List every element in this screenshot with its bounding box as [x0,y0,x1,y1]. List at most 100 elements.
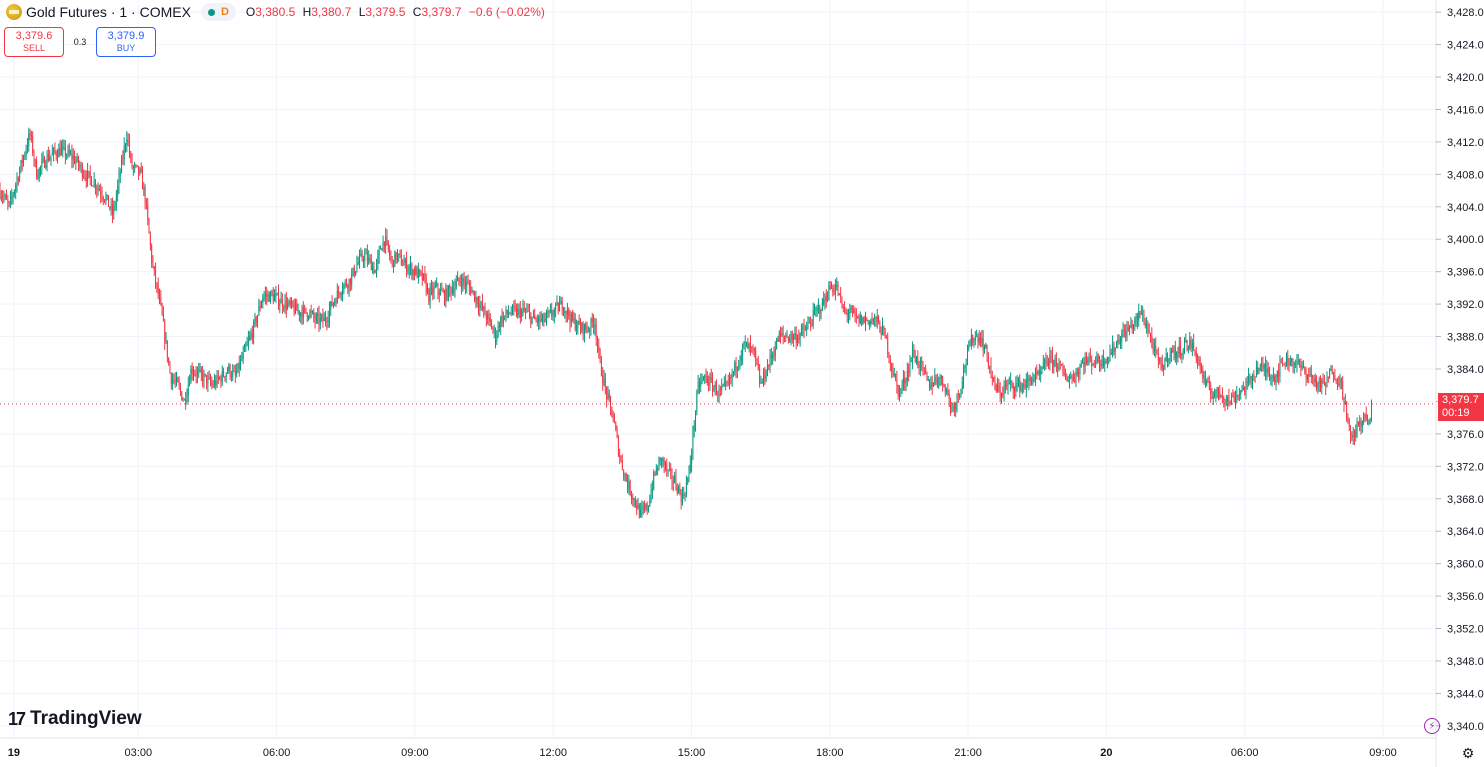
candle-body [450,288,452,294]
candle [125,142,127,153]
candle [565,310,567,323]
candle [334,298,336,307]
candle [735,356,737,379]
candle [41,152,43,175]
price-tick-label: 3,428.0 [1447,7,1484,19]
candle-body [778,332,780,343]
candle-body [279,303,281,306]
sell-price: 3,379.6 [15,30,53,42]
candle [827,291,829,303]
candle [182,397,184,402]
candle-body [1156,349,1158,355]
candle [1165,347,1167,362]
candle [313,308,315,323]
price-tick-label: 3,416.0 [1447,104,1484,116]
candle-body [159,295,160,298]
candle-body [318,314,320,324]
tradingview-watermark[interactable]: 17 TradingView [8,708,142,730]
candle [1014,386,1016,400]
candle [480,300,482,311]
candle [211,376,213,390]
candle [961,376,963,395]
candle-body [1231,394,1233,404]
candle-body [867,320,869,322]
candle-body [287,303,289,309]
candle [410,255,412,276]
time-tick-label: 06:00 [263,747,291,759]
candle-body [429,288,431,302]
candle-body [242,351,244,359]
buy-button[interactable]: 3,379.9 BUY [96,27,156,57]
candle [260,300,262,309]
ohlc-legend: O3,380.5 H3,380.7 L3,379.5 C3,379.7 −0.6… [246,5,549,19]
candle [497,320,499,339]
candle-body [232,371,234,377]
candle-body [305,307,307,313]
candle [360,247,362,257]
candle [593,314,595,335]
candle [470,280,472,296]
candle-body [160,297,162,305]
candle [629,479,631,497]
candle-body [985,344,987,348]
candle-body [1169,354,1171,359]
candle-body [544,318,546,322]
candle [131,153,133,170]
candle [930,376,932,391]
candle-body [757,363,759,370]
candle [420,270,422,277]
candle [1208,375,1210,391]
candle-body [247,339,249,343]
candle-body [685,482,687,495]
candle [863,315,865,324]
candle [314,312,316,329]
candle-body [1211,394,1213,399]
price-tick-label: 3,384.0 [1447,364,1484,376]
symbol-title[interactable]: Gold Futures · 1 · COMEX [26,4,191,20]
candle [986,344,988,363]
candle-body [212,384,214,386]
candle-body [41,160,43,167]
candle [408,263,410,279]
candle-body [143,187,145,190]
candle [778,330,780,343]
candle [1088,352,1090,366]
candle [207,371,209,392]
candle-body [466,282,468,287]
candle-body [1361,420,1363,427]
candle [777,335,779,343]
candle-body [951,407,953,409]
candle-body [1044,359,1046,364]
candle-body [1357,421,1359,425]
candle-body [904,378,906,384]
gear-icon[interactable]: ⚙ [1461,745,1475,761]
candle [1152,338,1154,355]
candle [630,490,632,505]
candle-body [738,364,740,367]
candle-body [721,386,723,390]
candle [819,304,821,322]
candle [339,292,341,299]
candle [1284,361,1286,370]
candle [340,291,342,301]
candle [960,388,962,398]
candle [1054,354,1056,368]
candle [797,334,799,347]
candle-body [730,376,732,379]
candle [768,364,770,371]
candle-body [896,378,898,385]
candle [1063,365,1065,377]
candle-body [77,157,79,166]
candle [1008,376,1010,385]
candle [421,265,423,286]
market-status-pill[interactable]: D [200,3,236,21]
candle [610,395,612,416]
candle [732,371,734,377]
lightning-icon[interactable]: ⚡ [1424,718,1440,734]
sell-button[interactable]: 3,379.6 SELL [4,27,64,57]
candle [352,267,354,277]
candle [151,243,153,268]
candle [942,375,944,392]
candle-body [628,481,630,489]
